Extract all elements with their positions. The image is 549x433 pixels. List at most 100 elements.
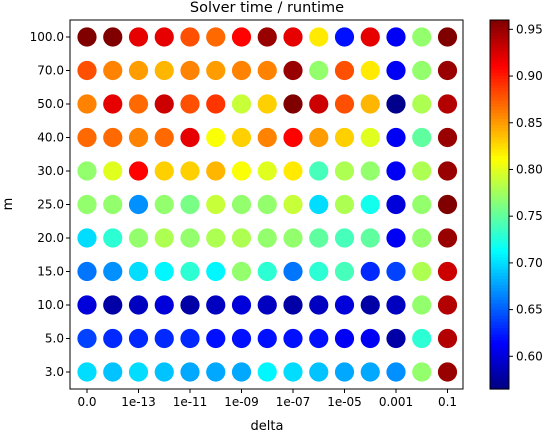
data-point bbox=[180, 295, 200, 315]
y-tick-label: 30.0 bbox=[37, 164, 64, 178]
colorbar-segment bbox=[490, 238, 509, 242]
data-point bbox=[334, 295, 355, 315]
data-point bbox=[309, 261, 329, 282]
data-point bbox=[257, 328, 277, 349]
data-point bbox=[283, 295, 303, 315]
y-tick-label: 40.0 bbox=[37, 131, 64, 145]
data-point bbox=[103, 127, 123, 148]
data-point bbox=[257, 362, 277, 382]
data-point bbox=[386, 362, 406, 382]
colorbar-segment bbox=[490, 133, 509, 138]
colorbar-segment bbox=[490, 176, 509, 181]
colorbar-segment bbox=[490, 112, 509, 116]
data-point bbox=[283, 228, 303, 248]
data-point bbox=[154, 194, 174, 215]
colorbar-segment bbox=[490, 38, 509, 43]
colorbar-segment bbox=[490, 121, 509, 126]
colorbar-segment bbox=[490, 290, 509, 295]
colorbar-segment bbox=[490, 189, 509, 193]
colorbar-segment bbox=[490, 333, 509, 338]
data-point bbox=[412, 161, 432, 181]
colorbar-segment bbox=[490, 143, 509, 147]
colorbar-segment bbox=[490, 139, 509, 144]
data-point bbox=[437, 161, 458, 181]
y-tick-label: 5.0 bbox=[45, 332, 64, 346]
colorbar-segment bbox=[490, 287, 509, 292]
colorbar-segment bbox=[490, 216, 509, 221]
data-point bbox=[257, 94, 277, 114]
colorbar-segment bbox=[490, 219, 509, 224]
data-point bbox=[360, 228, 380, 248]
data-point bbox=[231, 60, 252, 81]
data-point bbox=[309, 127, 329, 148]
data-point bbox=[154, 27, 174, 47]
colorbar-segment bbox=[490, 232, 509, 236]
data-point bbox=[334, 328, 355, 349]
chart-title: Solver time / runtime bbox=[190, 0, 344, 16]
colorbar-segment bbox=[490, 50, 509, 55]
data-point bbox=[128, 27, 149, 47]
colorbar-segment bbox=[490, 161, 509, 166]
data-point bbox=[309, 328, 329, 349]
colorbar-segment bbox=[490, 293, 509, 298]
data-point bbox=[154, 127, 174, 148]
colorbar-segment bbox=[490, 349, 509, 353]
x-tick-label: 1e-09 bbox=[224, 395, 259, 409]
data-point bbox=[283, 127, 303, 148]
data-point bbox=[77, 194, 97, 215]
colorbar-segment bbox=[490, 318, 509, 322]
data-point bbox=[231, 295, 252, 315]
data-point bbox=[257, 194, 277, 215]
data-point bbox=[154, 261, 174, 282]
y-tick-label: 50.0 bbox=[37, 97, 64, 111]
colorbar-segment bbox=[490, 93, 509, 98]
colorbar-segment bbox=[490, 44, 509, 49]
data-point bbox=[257, 60, 277, 81]
data-point bbox=[386, 228, 406, 248]
data-point bbox=[128, 295, 149, 315]
colorbar-segment bbox=[490, 315, 509, 319]
x-tick-label: 1e-13 bbox=[121, 395, 156, 409]
data-point bbox=[386, 261, 406, 282]
x-tick-label: 1e-05 bbox=[327, 395, 362, 409]
y-tick-label: 70.0 bbox=[37, 64, 64, 78]
data-point bbox=[180, 127, 200, 148]
data-point bbox=[412, 60, 432, 81]
data-point bbox=[180, 228, 200, 248]
x-tick-label: 1e-07 bbox=[276, 395, 311, 409]
colorbar-segment bbox=[490, 281, 509, 286]
colorbar-segment bbox=[490, 204, 509, 209]
data-point bbox=[283, 94, 303, 114]
data-point bbox=[77, 362, 97, 382]
colorbar-segment bbox=[490, 256, 509, 261]
colorbar-segment bbox=[490, 247, 509, 252]
colorbar-segment bbox=[490, 324, 509, 329]
data-point bbox=[154, 60, 174, 81]
data-point bbox=[309, 362, 329, 382]
colorbar-segment bbox=[490, 29, 509, 33]
colorbar-frame bbox=[489, 19, 510, 390]
x-axis-label: delta bbox=[251, 419, 284, 433]
data-point bbox=[412, 295, 432, 315]
data-point bbox=[360, 194, 380, 215]
colorbar-segment bbox=[490, 226, 509, 230]
colorbar-segment bbox=[490, 59, 509, 64]
colorbar-tick-label: 0.90 bbox=[516, 69, 543, 83]
data-point bbox=[283, 261, 303, 282]
data-point bbox=[360, 362, 380, 382]
colorbar-segment bbox=[490, 130, 509, 135]
data-point bbox=[437, 228, 458, 248]
colorbar-segment bbox=[490, 272, 509, 276]
data-point bbox=[386, 127, 406, 148]
data-point bbox=[77, 261, 97, 282]
data-point bbox=[103, 261, 123, 282]
data-point bbox=[334, 362, 355, 382]
data-point bbox=[206, 127, 226, 148]
data-point bbox=[309, 228, 329, 248]
data-point bbox=[360, 261, 380, 282]
data-point bbox=[103, 161, 123, 181]
data-point bbox=[412, 194, 432, 215]
data-point bbox=[386, 328, 406, 349]
colorbar-tick-label: 0.95 bbox=[516, 22, 543, 36]
